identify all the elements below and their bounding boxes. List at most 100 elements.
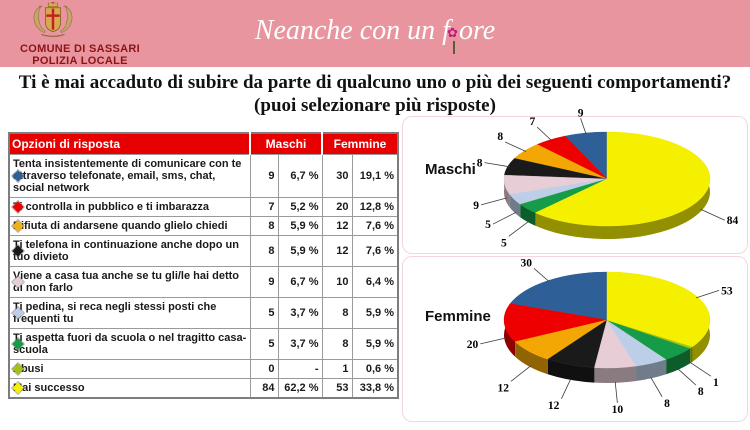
answer-label-cell: Viene a casa tua anche se tu gli/le hai … bbox=[8, 266, 251, 298]
chart-title-maschi: Maschi bbox=[425, 161, 476, 178]
maschi-count-cell: 7 bbox=[249, 197, 279, 217]
survey-question: Ti è mai accaduto di subire da parte di … bbox=[0, 71, 750, 117]
femmine-count-cell: 12 bbox=[321, 235, 353, 267]
femmine-count-cell: 12 bbox=[321, 216, 353, 236]
pie-value-label: 8 bbox=[497, 131, 503, 143]
pie-value-label: 12 bbox=[498, 382, 510, 394]
pie-leader-line bbox=[561, 378, 572, 399]
pie-value-label: 8 bbox=[664, 398, 670, 410]
pie-slice-wall bbox=[547, 359, 595, 383]
header-options: Opzioni di risposta bbox=[9, 133, 250, 155]
maschi-count-cell: 0 bbox=[249, 359, 279, 379]
pie-leader-line bbox=[614, 381, 618, 403]
answer-label: Tenta insistentemente di comunicare con … bbox=[13, 158, 242, 194]
pie-chart-block-femmine: Femmine 30 20 12 12 10 8 8 1 53 bbox=[402, 256, 748, 422]
answer-label-cell: Ti telefona in continuazione anche dopo … bbox=[8, 235, 251, 267]
femmine-percent-cell: 33,8 % bbox=[351, 378, 399, 399]
answer-label-cell: Abusi bbox=[8, 359, 251, 379]
maschi-percent-cell: 6,7 % bbox=[277, 154, 323, 198]
femmine-count-cell: 8 bbox=[321, 328, 353, 360]
table-row: Ti aspetta fuori da scuola o nel tragitt… bbox=[8, 328, 399, 360]
answer-label: Rifiuta di andarsene quando glielo chied… bbox=[13, 220, 228, 232]
campaign-title: Neanche con un f ✿ ore bbox=[0, 15, 750, 54]
pie-value-label: 30 bbox=[521, 257, 533, 269]
answer-label-cell: Mai successo bbox=[8, 378, 251, 399]
pie-value-label: 10 bbox=[612, 404, 624, 416]
question-line1: Ti è mai accaduto di subire da parte di … bbox=[18, 72, 732, 93]
femmine-percent-cell: 7,6 % bbox=[351, 216, 399, 236]
answer-label: Ti aspetta fuori da scuola o nel tragitt… bbox=[13, 332, 247, 356]
pie-value-label: 9 bbox=[578, 107, 584, 119]
answer-label: Ti pedina, si reca negli stessi posti ch… bbox=[13, 301, 217, 325]
table-row: Ti telefona in continuazione anche dopo … bbox=[8, 235, 399, 267]
pie-slice-wall bbox=[636, 359, 667, 382]
chart-title-femmine: Femmine bbox=[425, 308, 491, 325]
pie-leader-line bbox=[695, 289, 720, 299]
answer-label-cell: Ti aspetta fuori da scuola o nel tragitt… bbox=[8, 328, 251, 360]
answer-label: Mai successo bbox=[13, 382, 85, 394]
campaign-title-post: ore bbox=[458, 15, 496, 46]
pie-slice-wall bbox=[520, 204, 536, 226]
answer-label: Ti controlla in pubblico e ti imbarazza bbox=[13, 201, 209, 213]
pie-leader-line bbox=[480, 337, 507, 345]
femmine-percent-cell: 5,9 % bbox=[351, 328, 399, 360]
pie-leader-line bbox=[480, 197, 507, 206]
answer-label-cell: Ti controlla in pubblico e ti imbarazza bbox=[8, 197, 251, 217]
pie-value-label: 20 bbox=[467, 339, 479, 351]
pie-leader-line bbox=[536, 126, 552, 141]
table-row: Ti pedina, si reca negli stessi posti ch… bbox=[8, 297, 399, 329]
pie-chart-block-maschi: Maschi 9 7 8 8 9 5 5 84 bbox=[402, 107, 748, 254]
pie-leader-line bbox=[484, 162, 510, 168]
maschi-percent-cell: 3,7 % bbox=[277, 297, 323, 329]
femmine-count-cell: 1 bbox=[321, 359, 353, 379]
question-line2: (puoi selezionare più risposte) bbox=[254, 95, 496, 116]
femmine-count-cell: 8 bbox=[321, 297, 353, 329]
pie-leader-line bbox=[492, 211, 517, 225]
maschi-percent-cell: 5,9 % bbox=[277, 216, 323, 236]
pie-value-label: 84 bbox=[727, 215, 739, 227]
pie-slice bbox=[503, 303, 608, 342]
femmine-percent-cell: 7,6 % bbox=[351, 235, 399, 267]
pie-value-label: 5 bbox=[501, 237, 507, 249]
maschi-percent-cell: - bbox=[277, 359, 323, 379]
pie-value-label: 7 bbox=[529, 116, 535, 128]
maschi-count-cell: 84 bbox=[249, 378, 279, 399]
pie-slice-wall bbox=[509, 194, 521, 218]
pie-leader-line bbox=[650, 377, 663, 397]
answers-table: Opzioni di risposta Maschi Femmine Tenta… bbox=[8, 132, 399, 399]
answer-label-cell: Ti pedina, si reca negli stessi posti ch… bbox=[8, 297, 251, 329]
table-row: Mai successo 84 62,2 % 53 33,8 % bbox=[8, 378, 399, 399]
pie-leader-line bbox=[580, 118, 587, 135]
pie-value-label: 5 bbox=[485, 219, 491, 231]
table-body: Tenta insistentemente di comunicare con … bbox=[8, 154, 399, 399]
table-row: Rifiuta di andarsene quando glielo chied… bbox=[8, 216, 399, 236]
pie-slice-wall bbox=[504, 175, 510, 208]
org-line1: COMUNE DI SASSARI bbox=[20, 43, 140, 55]
pie-value-label: 12 bbox=[548, 400, 560, 412]
table-header-row: Opzioni di risposta Maschi Femmine bbox=[9, 133, 398, 155]
sassari-coat-of-arms-icon bbox=[33, 2, 73, 37]
maschi-count-cell: 5 bbox=[249, 297, 279, 329]
maschi-percent-cell: 5,2 % bbox=[277, 197, 323, 217]
organization-name: COMUNE DI SASSARI POLIZIA LOCALE bbox=[0, 43, 160, 67]
femmine-count-cell: 53 bbox=[321, 378, 353, 399]
femmine-percent-cell: 6,4 % bbox=[351, 266, 399, 298]
campaign-title-pre: Neanche con un f bbox=[254, 15, 450, 46]
maschi-count-cell: 5 bbox=[249, 328, 279, 360]
table-row: Tenta insistentemente di comunicare con … bbox=[8, 154, 399, 198]
maschi-percent-cell: 3,7 % bbox=[277, 328, 323, 360]
pie-value-label: 53 bbox=[721, 285, 733, 297]
pie-slice-wall bbox=[594, 366, 637, 383]
pie-slice-wall bbox=[690, 346, 693, 364]
table-row: Abusi 0-1 0,6 % bbox=[8, 359, 399, 379]
maschi-count-cell: 9 bbox=[249, 266, 279, 298]
femmine-percent-cell: 12,8 % bbox=[351, 197, 399, 217]
pie-value-label: 1 bbox=[713, 377, 719, 389]
banner: COMUNE DI SASSARI POLIZIA LOCALE Neanche… bbox=[0, 0, 750, 67]
header-maschi: Maschi bbox=[249, 133, 322, 155]
pie-leader-line bbox=[689, 361, 712, 377]
pie-value-label: 9 bbox=[473, 200, 479, 212]
femmine-count-cell: 20 bbox=[321, 197, 353, 217]
